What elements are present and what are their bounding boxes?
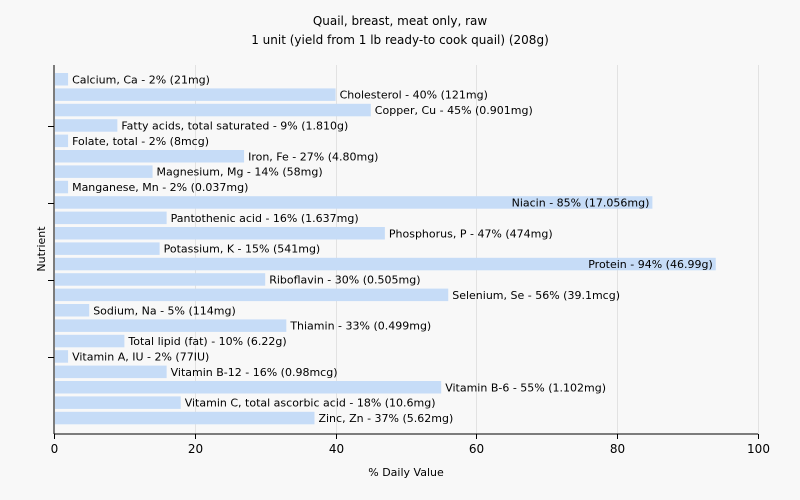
x-axis-ticks: 0 20 40 60 80 100	[51, 434, 770, 456]
bar	[55, 242, 160, 255]
bar	[55, 134, 69, 148]
y-axis-ticks	[48, 126, 54, 358]
bar-group: Riboflavin - 30% (0.505mg)	[55, 273, 421, 286]
bar-label: Riboflavin - 30% (0.505mg)	[269, 273, 420, 286]
bar-series: Calcium, Ca - 2% (21mg) Cholesterol - 40%…	[55, 73, 716, 425]
bar-group: Zinc, Zn - 37% (5.62mg)	[55, 411, 453, 425]
gridlines	[195, 65, 759, 434]
bar-label: Zinc, Zn - 37% (5.62mg)	[318, 412, 453, 425]
bar	[55, 88, 336, 101]
bar-group: Folate, total - 2% (8mcg)	[55, 134, 209, 148]
bar	[55, 396, 181, 409]
x-tick-label-60: 60	[469, 442, 484, 456]
x-axis-label: % Daily Value	[368, 466, 444, 479]
y-axis-label: Nutrient	[35, 226, 48, 272]
bar-group: Iron, Fe - 27% (4.80mg)	[55, 150, 378, 163]
bar-group: Pantothenic acid - 16% (1.637mg)	[55, 211, 359, 225]
bar-label: Copper, Cu - 45% (0.901mg)	[375, 104, 533, 117]
bar-group: Protein - 94% (46.99g)	[55, 257, 716, 271]
bar-label: Potassium, K - 15% (541mg)	[164, 243, 321, 256]
bar	[55, 103, 371, 117]
bar	[55, 211, 167, 225]
bar-label: Calcium, Ca - 2% (21mg)	[72, 73, 210, 86]
bar-label: Selenium, Se - 56% (39.1mcg)	[452, 289, 620, 302]
bar-group: Total lipid (fat) - 10% (6.22g)	[55, 334, 287, 348]
bar-group: Vitamin B-6 - 55% (1.102mg)	[55, 381, 606, 394]
bar-label: Protein - 94% (46.99g)	[588, 258, 713, 271]
bar-label: Total lipid (fat) - 10% (6.22g)	[127, 335, 286, 348]
bar-label: Pantothenic acid - 16% (1.637mg)	[171, 212, 359, 225]
bar-group: Selenium, Se - 56% (39.1mcg)	[55, 288, 620, 302]
bar-label: Niacin - 85% (17.056mg)	[512, 196, 650, 209]
bar	[55, 334, 125, 348]
bar-group: Calcium, Ca - 2% (21mg)	[55, 73, 210, 86]
bar-group: Phosphorus, P - 47% (474mg)	[55, 227, 553, 240]
bar	[55, 180, 69, 194]
bar	[55, 119, 118, 132]
bar-label: Iron, Fe - 27% (4.80mg)	[248, 150, 378, 163]
bar	[55, 319, 287, 332]
chart-subtitle: 1 unit (yield from 1 lb ready-to cook qu…	[251, 33, 549, 47]
x-tick-label-20: 20	[188, 442, 203, 456]
bar-label: Magnesium, Mg - 14% (58mg)	[157, 166, 323, 179]
bar-label: Sodium, Na - 5% (114mg)	[93, 304, 236, 317]
bar-group: Copper, Cu - 45% (0.901mg)	[55, 103, 533, 117]
bar	[55, 365, 167, 379]
bar	[55, 227, 385, 240]
bar-group: Niacin - 85% (17.056mg)	[55, 196, 653, 209]
bar	[55, 196, 653, 209]
bar-label: Cholesterol - 40% (121mg)	[340, 89, 488, 102]
bar-label: Fatty acids, total saturated - 9% (1.810…	[121, 119, 348, 132]
bar-group: Potassium, K - 15% (541mg)	[55, 242, 321, 256]
bar-label: Vitamin B-12 - 16% (0.98mcg)	[171, 366, 338, 379]
bar-group: Thiamin - 33% (0.499mg)	[55, 319, 431, 333]
bar-group: Vitamin C, total ascorbic acid - 18% (10…	[55, 396, 436, 410]
chart-title: Quail, breast, meat only, raw	[313, 14, 488, 28]
bar-group: Vitamin A, IU - 2% (77IU)	[55, 350, 209, 363]
bar	[55, 411, 315, 425]
bar-label: Vitamin B-6 - 55% (1.102mg)	[445, 381, 606, 394]
bar	[55, 273, 266, 286]
bar-group: Manganese, Mn - 2% (0.037mg)	[55, 180, 248, 194]
bar-label: Thiamin - 33% (0.499mg)	[289, 320, 431, 333]
x-tick-label-0: 0	[51, 442, 59, 456]
bar-group: Magnesium, Mg - 14% (58mg)	[55, 165, 323, 179]
bar-group: Sodium, Na - 5% (114mg)	[55, 304, 236, 317]
bar-group: Vitamin B-12 - 16% (0.98mcg)	[55, 365, 338, 379]
bar-label: Manganese, Mn - 2% (0.037mg)	[72, 181, 248, 194]
bar	[55, 257, 716, 271]
bar	[55, 350, 69, 363]
bar	[55, 165, 153, 178]
bar-group: Fatty acids, total saturated - 9% (1.810…	[55, 119, 348, 132]
bar	[55, 288, 449, 302]
bar-label: Phosphorus, P - 47% (474mg)	[389, 227, 553, 240]
bar	[55, 381, 442, 394]
x-tick-label-100: 100	[747, 442, 770, 456]
bar-label: Vitamin C, total ascorbic acid - 18% (10…	[185, 397, 436, 410]
bar-label: Vitamin A, IU - 2% (77IU)	[72, 350, 209, 363]
bar	[55, 150, 245, 163]
x-tick-label-80: 80	[610, 442, 625, 456]
bar-group: Cholesterol - 40% (121mg)	[55, 88, 488, 102]
bar	[55, 304, 90, 317]
x-tick-label-40: 40	[329, 442, 344, 456]
bar	[55, 73, 69, 86]
bar-label: Folate, total - 2% (8mcg)	[72, 135, 209, 148]
